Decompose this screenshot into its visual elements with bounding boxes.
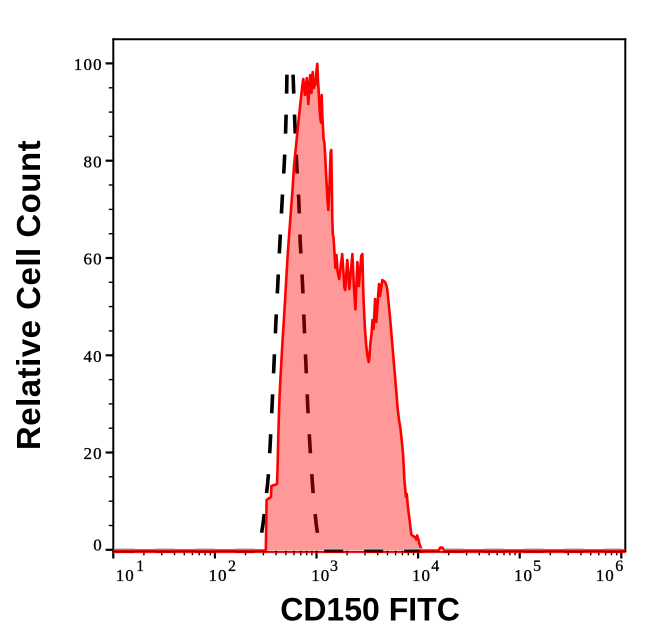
svg-text:10: 10 bbox=[209, 566, 228, 585]
svg-text:5: 5 bbox=[533, 558, 541, 575]
svg-text:10: 10 bbox=[311, 566, 330, 585]
svg-text:10: 10 bbox=[596, 566, 615, 585]
svg-text:40: 40 bbox=[83, 347, 102, 366]
svg-text:2: 2 bbox=[228, 558, 236, 575]
svg-text:10: 10 bbox=[116, 566, 135, 585]
svg-text:6: 6 bbox=[615, 558, 623, 575]
svg-text:0: 0 bbox=[93, 535, 103, 554]
svg-text:100: 100 bbox=[74, 55, 103, 74]
svg-text:3: 3 bbox=[330, 558, 338, 575]
svg-text:1: 1 bbox=[136, 558, 144, 575]
svg-text:10: 10 bbox=[412, 566, 431, 585]
svg-text:60: 60 bbox=[83, 250, 102, 269]
svg-text:CD150 FITC: CD150 FITC bbox=[280, 592, 460, 628]
svg-text:80: 80 bbox=[83, 152, 102, 171]
svg-text:4: 4 bbox=[431, 558, 439, 575]
svg-text:20: 20 bbox=[83, 444, 102, 463]
svg-text:Relative Cell Count: Relative Cell Count bbox=[10, 140, 47, 450]
svg-text:10: 10 bbox=[514, 566, 533, 585]
